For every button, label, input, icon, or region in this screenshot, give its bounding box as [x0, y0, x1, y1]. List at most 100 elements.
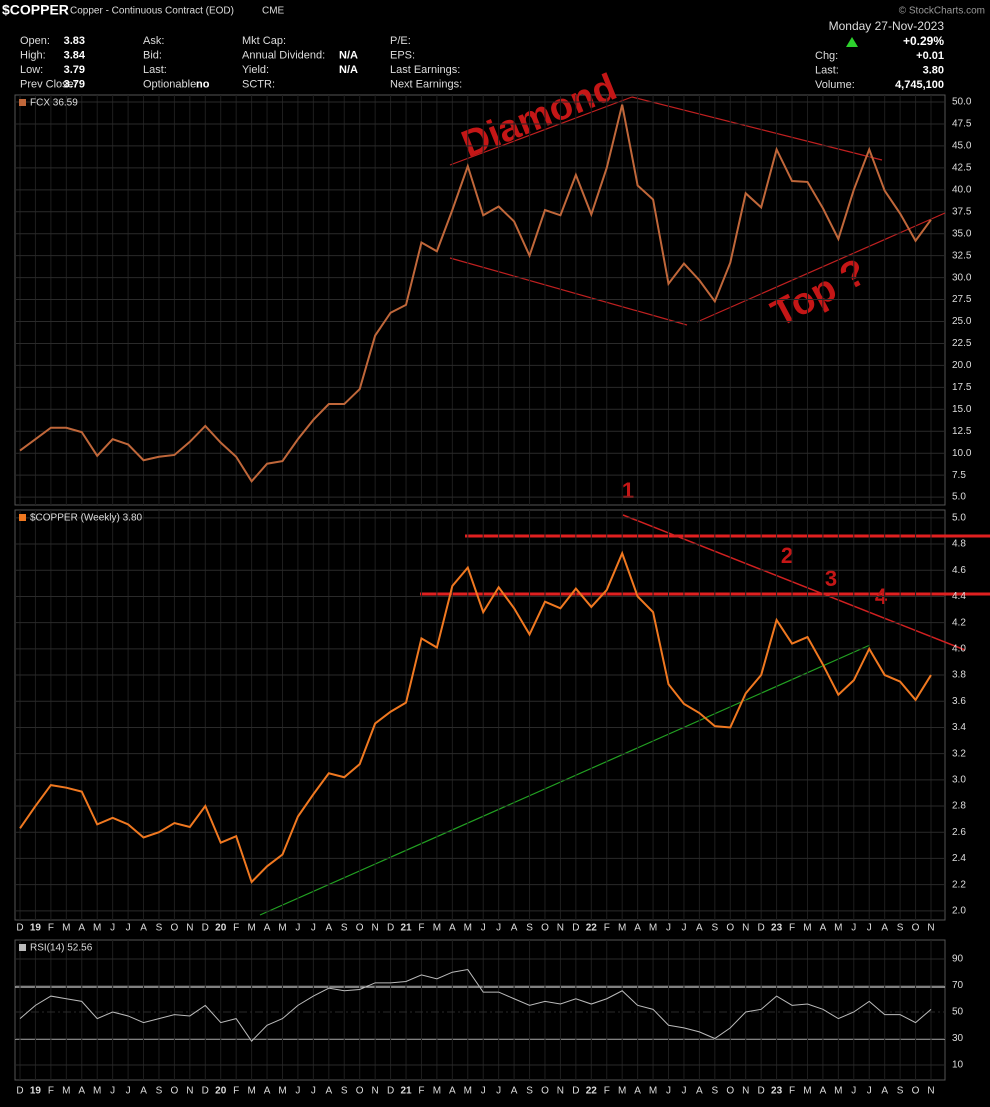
x-tick-label: F: [418, 1086, 424, 1097]
x-tick-label: J: [110, 923, 115, 934]
x-tick-label: M: [62, 923, 70, 934]
x-tick-label: S: [156, 1086, 163, 1097]
x-tick-label: M: [278, 923, 286, 934]
x-tick-label: J: [666, 1086, 671, 1097]
x-tick-label: A: [325, 1086, 332, 1097]
price-line: [19, 104, 932, 483]
change-pct: +0.29%: [903, 34, 944, 48]
x-tick-label: J: [295, 923, 300, 934]
quote-label: Optionable:: [143, 78, 199, 90]
y-tick-label: 4.2: [952, 617, 966, 628]
x-tick-label: M: [433, 923, 441, 934]
x-tick-label: O: [912, 1086, 920, 1097]
x-tick-label: 19: [30, 923, 42, 934]
quote-label: Open:: [20, 35, 50, 47]
y-tick-label: 42.5: [952, 163, 972, 174]
legend-swatch: [19, 514, 26, 521]
x-tick-label: J: [666, 923, 671, 934]
x-tick-label: F: [604, 1086, 610, 1097]
x-tick-label: S: [526, 1086, 533, 1097]
y-tick-label: 3.4: [952, 722, 966, 733]
quote-label: Last Earnings:: [390, 64, 460, 76]
x-tick-label: 22: [586, 1086, 598, 1097]
x-tick-label: A: [511, 1086, 518, 1097]
x-tick-label: A: [634, 923, 641, 934]
x-tick-label: O: [726, 923, 734, 934]
y-tick-label: 7.5: [952, 470, 966, 481]
y-tick-label: 3.8: [952, 670, 966, 681]
y-tick-label: 47.5: [952, 119, 972, 130]
quote-label: EPS:: [390, 49, 415, 61]
x-tick-label: M: [834, 923, 842, 934]
quote-value: 4,745,100: [895, 79, 944, 91]
quote-label: Next Earnings:: [390, 78, 462, 90]
y-tick-label: 30.0: [952, 272, 972, 283]
x-tick-label: A: [696, 923, 703, 934]
annotation: 1: [622, 478, 634, 503]
x-tick-label: A: [140, 1086, 147, 1097]
x-tick-label: M: [62, 1086, 70, 1097]
quote-value: 3.80: [923, 64, 944, 76]
quote-label: Volume:: [815, 79, 855, 91]
y-tick-label: 2.2: [952, 879, 966, 890]
x-tick-label: A: [264, 923, 271, 934]
x-tick-label: M: [433, 1086, 441, 1097]
watermark: © StockCharts.com: [899, 6, 985, 17]
trendline: [696, 212, 946, 323]
x-tick-label: J: [851, 923, 856, 934]
x-tick-label: A: [264, 1086, 271, 1097]
x-tick-label: D: [202, 1086, 209, 1097]
instrument-name: Copper - Continuous Contract (EOD): [70, 6, 234, 17]
quote-label: Prev Close:: [20, 78, 77, 90]
x-tick-label: N: [927, 1086, 934, 1097]
trendline: [631, 96, 883, 161]
x-tick-label: A: [511, 923, 518, 934]
x-tick-label: F: [604, 923, 610, 934]
y-tick-label: 4.4: [952, 591, 966, 602]
x-tick-label: O: [356, 923, 364, 934]
x-tick-label: M: [278, 1086, 286, 1097]
y-tick-label: 2.6: [952, 827, 966, 838]
x-tick-label: M: [618, 923, 626, 934]
trendline: [449, 96, 633, 166]
quote-value: 3.79: [64, 64, 85, 76]
quote-label: Last:: [143, 64, 167, 76]
legend-label: FCX 36.59: [30, 98, 78, 109]
legend-swatch: [19, 99, 26, 106]
x-tick-label: N: [742, 923, 749, 934]
x-tick-label: 23: [771, 923, 783, 934]
x-tick-label: A: [78, 1086, 85, 1097]
y-tick-label: 3.2: [952, 748, 966, 759]
x-tick-label: O: [912, 923, 920, 934]
x-tick-label: O: [171, 923, 179, 934]
quote-label: Last:: [815, 64, 839, 76]
x-tick-label: N: [186, 1086, 193, 1097]
x-tick-label: M: [93, 923, 101, 934]
x-tick-label: 21: [400, 923, 412, 934]
y-tick-label: 2.8: [952, 801, 966, 812]
x-tick-label: S: [341, 923, 348, 934]
x-tick-label: N: [186, 923, 193, 934]
quote-label: Mkt Cap:: [242, 35, 286, 47]
quote-value: +0.01: [916, 50, 944, 62]
x-tick-label: M: [464, 923, 472, 934]
exchange: CME: [262, 6, 285, 17]
trendline: [449, 257, 688, 326]
quote-label: Chg:: [815, 50, 838, 62]
y-tick-label: 50: [952, 1007, 964, 1018]
x-tick-label: S: [526, 923, 533, 934]
y-tick-label: 2.4: [952, 853, 966, 864]
x-tick-label: S: [711, 1086, 718, 1097]
x-tick-label: J: [681, 923, 686, 934]
x-tick-label: A: [696, 1086, 703, 1097]
x-tick-label: S: [341, 1086, 348, 1097]
x-tick-label: M: [618, 1086, 626, 1097]
x-tick-label: F: [418, 923, 424, 934]
x-tick-label: N: [372, 1086, 379, 1097]
y-tick-label: 37.5: [952, 206, 972, 217]
panel-frame: [14, 939, 946, 1081]
annotation: 3: [825, 566, 837, 591]
price-line: [19, 550, 932, 884]
x-tick-label: N: [927, 923, 934, 934]
